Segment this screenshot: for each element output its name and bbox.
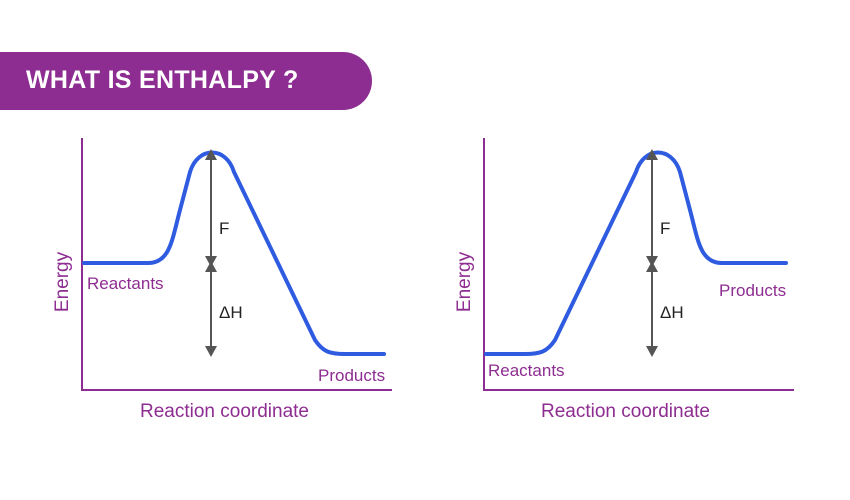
left-dh-arrow-head-up xyxy=(205,261,217,272)
right-reactants-label: Reactants xyxy=(488,361,565,380)
right-activation-label: F xyxy=(660,219,670,238)
title-banner: WHAT IS ENTHALPY ? xyxy=(0,52,372,110)
right-x-axis-label: Reaction coordinate xyxy=(541,401,710,422)
right-energy-curve xyxy=(484,150,788,356)
left-activation-label: F xyxy=(219,219,229,238)
right-y-axis-label: Energy xyxy=(454,251,475,312)
right-axes xyxy=(483,138,794,391)
left-reactants-label: Reactants xyxy=(87,274,164,293)
left-y-axis-label: Energy xyxy=(52,251,73,312)
endothermic-diagram: F ΔH Products Reactants Reaction coordin… xyxy=(454,138,794,422)
left-f-arrow-head-up xyxy=(205,149,217,160)
right-dh-arrow-head-up xyxy=(646,261,658,272)
exothermic-diagram: F ΔH Reactants Products Reaction coordin… xyxy=(52,138,392,422)
right-enthalpy-label: ΔH xyxy=(660,303,684,322)
left-axes xyxy=(81,138,392,391)
left-dh-arrow-head-down xyxy=(205,346,217,357)
right-dh-arrow-head-down xyxy=(646,346,658,357)
left-energy-curve xyxy=(82,150,386,356)
right-f-arrow-head-up xyxy=(646,149,658,160)
left-enthalpy-label: ΔH xyxy=(219,303,243,322)
page-title: WHAT IS ENTHALPY ? xyxy=(26,66,299,94)
right-products-label: Products xyxy=(719,281,786,300)
left-x-axis-label: Reaction coordinate xyxy=(140,401,309,422)
left-products-label: Products xyxy=(318,366,385,385)
